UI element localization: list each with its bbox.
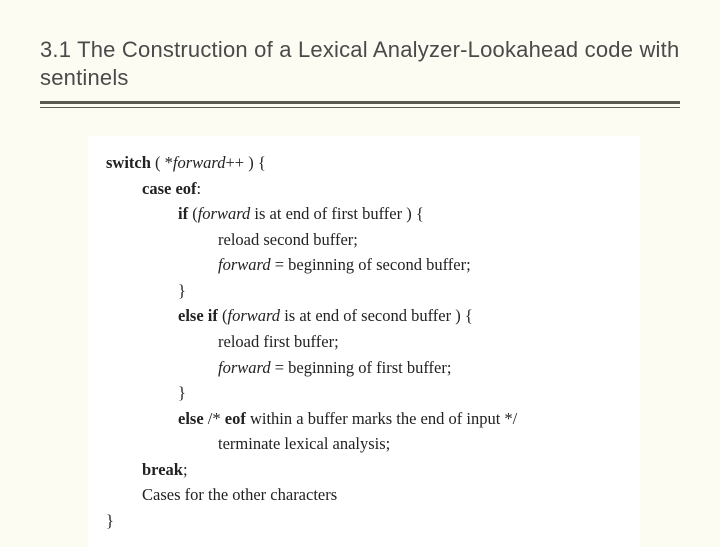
keyword-eof: eof [225, 409, 246, 428]
slide-title: 3.1 The Construction of a Lexical Analyz… [40, 36, 680, 91]
code-line: forward = beginning of second buffer; [106, 252, 622, 278]
code-line: } [106, 278, 622, 304]
code-line: reload first buffer; [106, 329, 622, 355]
keyword-elseif: else if [178, 306, 218, 325]
code-line: Cases for the other characters [106, 482, 622, 508]
code-line: break; [106, 457, 622, 483]
code-block: switch ( *forward++ ) { case eof: if (fo… [88, 136, 640, 547]
keyword-else: else [178, 409, 204, 428]
slide: 3.1 The Construction of a Lexical Analyz… [0, 0, 720, 540]
code-line: case eof: [106, 176, 622, 202]
keyword-if: if [178, 204, 188, 223]
divider-thin [40, 107, 680, 108]
code-line: switch ( *forward++ ) { [106, 150, 622, 176]
code-line: } [106, 508, 622, 534]
code-line: forward = beginning of first buffer; [106, 355, 622, 381]
code-line: if (forward is at end of first buffer ) … [106, 201, 622, 227]
keyword-break: break [142, 460, 183, 479]
keyword-switch: switch [106, 153, 151, 172]
code-line: else /* eof within a buffer marks the en… [106, 406, 622, 432]
keyword-case: case eof [142, 179, 197, 198]
code-line: reload second buffer; [106, 227, 622, 253]
title-block: 3.1 The Construction of a Lexical Analyz… [40, 36, 680, 108]
divider-thick [40, 101, 680, 104]
code-line: terminate lexical analysis; [106, 431, 622, 457]
code-line: else if (forward is at end of second buf… [106, 303, 622, 329]
code-line: } [106, 380, 622, 406]
